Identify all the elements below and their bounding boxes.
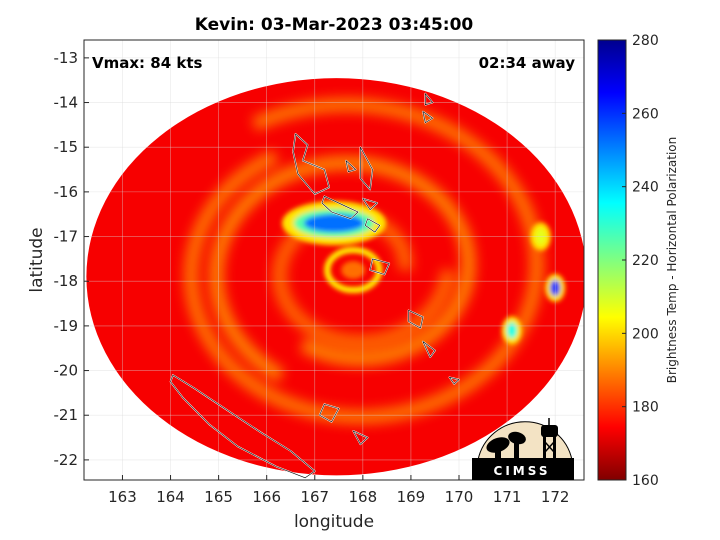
x-tick-label: 169: [397, 488, 426, 506]
eye: [341, 261, 366, 280]
x-tick-label: 168: [349, 488, 378, 506]
colorbar-tick-label: 280: [632, 33, 659, 49]
island-outline-inner: [292, 133, 330, 195]
y-tick-label: -20: [54, 362, 79, 380]
y-tick-label: -15: [54, 138, 79, 156]
colorbar-tick-label: 180: [632, 400, 659, 416]
colorbar-tick-label: 240: [632, 180, 659, 196]
x-tick-label: 170: [445, 488, 474, 506]
x-axis-label: longitude: [294, 512, 374, 532]
colorbar-tick-label: 220: [632, 253, 659, 269]
x-tick-label: 167: [300, 488, 329, 506]
eye-ring: [324, 247, 383, 294]
colorbar-tick-label: 200: [632, 326, 659, 342]
island-outline-inner: [321, 196, 359, 219]
vmax-annotation: Vmax: 84 kts: [92, 54, 202, 72]
grid-lines: [84, 40, 584, 480]
x-tick-label: 165: [204, 488, 233, 506]
island-outline-inner: [422, 111, 433, 123]
coastline-outlines: [169, 92, 460, 479]
island-outline-inner: [360, 146, 373, 190]
y-tick-label: -19: [54, 317, 79, 335]
x-axis-ticks: 163 164 165 166 167 168 169 170 171 172: [108, 475, 569, 506]
eyewall-core: [304, 214, 364, 233]
axes-frame: [83, 39, 585, 481]
x-tick-label: 163: [108, 488, 137, 506]
island-outline-inner: [170, 374, 316, 479]
y-tick-label: -22: [54, 451, 79, 469]
y-tick-label: -18: [54, 272, 79, 290]
island-outline-inner: [345, 160, 356, 173]
colorbar-tick-label: 260: [632, 106, 659, 122]
x-tick-label: 166: [252, 488, 281, 506]
island-outline-inner: [352, 430, 368, 445]
y-tick-label: -13: [54, 49, 79, 67]
colorbar: [597, 39, 627, 481]
chart-title: Kevin: 03-Mar-2023 03:45:00: [195, 15, 474, 35]
logo-text: CIMSS: [494, 464, 551, 478]
island-outline-inner: [422, 341, 436, 358]
island-outline-inner: [365, 218, 380, 233]
brightness-temperature-field: [86, 78, 584, 476]
spiral-band: [184, 97, 544, 424]
y-tick-label: -21: [54, 406, 79, 424]
y-axis-ticks: -13 -14 -15 -16 -17 -18 -19 -20 -21 -22: [54, 49, 89, 469]
swath-disk: [86, 78, 584, 476]
spiral-band: [209, 155, 476, 383]
cimss-logo: CIMSS: [472, 418, 574, 480]
rainband-east-2: [506, 322, 517, 339]
x-tick-label: 172: [541, 488, 570, 506]
y-tick-label: -16: [54, 183, 79, 201]
time-away-annotation: 02:34 away: [479, 54, 576, 72]
island-outline-inner: [362, 198, 378, 210]
island-outline-inner: [408, 310, 424, 329]
island-outline-inner: [425, 93, 433, 106]
x-tick-label: 171: [493, 488, 522, 506]
y-tick-label: -17: [54, 228, 79, 246]
x-tick-label: 164: [156, 488, 185, 506]
island-outline-inner: [319, 403, 340, 423]
y-axis-label: latitude: [27, 227, 47, 292]
island-outline-inner: [369, 258, 390, 275]
colorbar-label: Brightness Temp - Horizontal Polarizatio…: [665, 137, 679, 384]
y-tick-label: -14: [54, 94, 79, 112]
colorbar-tick-label: 160: [632, 473, 659, 489]
island-outline-inner: [449, 377, 460, 385]
colorbar-ticks: 280 260 240 220 200 180 160: [622, 33, 659, 489]
